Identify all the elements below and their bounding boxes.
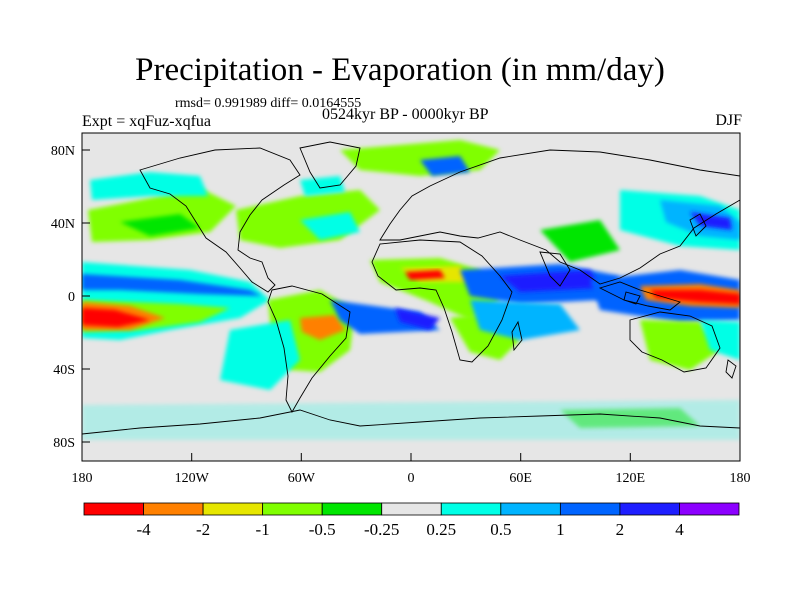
field-south-atlantic-blue [330,300,440,334]
time-range-label: 0524kyr BP - 0000kyr BP [322,106,489,123]
colorbar-label: 0.25 [426,520,456,539]
experiment-label: Expt = xqFuz-xqfua [82,113,211,130]
colorbar-swatch [679,502,740,516]
field-indian-ocean-purple [500,270,600,292]
lat-label-80s: 80S [53,436,75,451]
field-red-pacific [82,308,150,327]
lat-label-80n: 80N [51,144,75,159]
field-indian-ocean-cyan [470,300,580,340]
field-south-america-orange [300,315,345,340]
lon-axis: 180 120W 60W 0 60E 120E 180 [72,453,751,486]
field-greenland-cyan [300,176,345,196]
field-africa-red [405,270,445,280]
colorbar-label: -2 [196,520,210,539]
lat-label-40s: 40S [53,363,75,378]
season-label: DJF [715,112,742,129]
lat-label-0: 0 [68,290,75,305]
colorbar-swatch [381,502,442,516]
colorbar-label: -1 [256,520,270,539]
field-north-pacific [88,188,236,242]
contour-fields [82,140,740,440]
lon-label-60e: 60E [509,471,532,486]
coastlines [82,141,740,435]
colorbar-swatch [500,502,561,516]
field-north-atlantic-cyan [300,212,360,240]
lon-label-120w: 120W [175,471,210,486]
colorbar-swatch [559,502,621,516]
colorbar-swatch [440,502,502,516]
colorbar-swatch [202,502,264,516]
field-southern-ocean-green [560,408,700,428]
colorbar-swatch [321,502,383,516]
lat-axis: 80N 40N 0 40S 80S [51,144,90,451]
lat-label-40n: 40N [51,217,75,232]
field-blue-pacific-north [82,274,262,296]
lon-label-60w: 60W [288,471,316,486]
lon-label-180-left: 180 [72,471,93,486]
colorbar-label: 1 [556,520,565,539]
colorbar-label: -0.5 [309,520,336,539]
field-spcz-cyan [700,320,740,360]
plot-title: Precipitation - Evaporation (in mm/day) [135,52,665,88]
stats-text: rmsd= 0.991989 diff= 0.0164555 [175,96,362,111]
colorbar-swatch [262,502,323,516]
colorbar: -4 -2 -1 -0.5 -0.25 0.25 0.5 1 2 4 [83,502,740,539]
lon-label-180-right: 180 [730,471,751,486]
colorbar-label: -4 [136,520,151,539]
colorbar-label: 0.5 [490,520,511,539]
field-wpac-red [650,290,740,304]
lon-label-0: 0 [408,471,415,486]
colorbar-label: -0.25 [364,520,399,539]
colorbar-label: 2 [616,520,625,539]
field-south-atlantic-purple [395,308,440,330]
colorbar-swatch [83,502,144,516]
field-wpac-north-purple [690,212,732,230]
colorbar-swatch [143,502,204,516]
lon-label-120e: 120E [616,471,646,486]
field-india-green [540,220,620,262]
colorbar-swatch [619,502,680,516]
colorbar-label: 4 [675,520,684,539]
field-north-pacific-green2 [120,214,200,236]
field-arctic-blue [420,156,470,176]
field-south-pacific-cyan [220,320,300,390]
field-australia-green [640,320,720,370]
